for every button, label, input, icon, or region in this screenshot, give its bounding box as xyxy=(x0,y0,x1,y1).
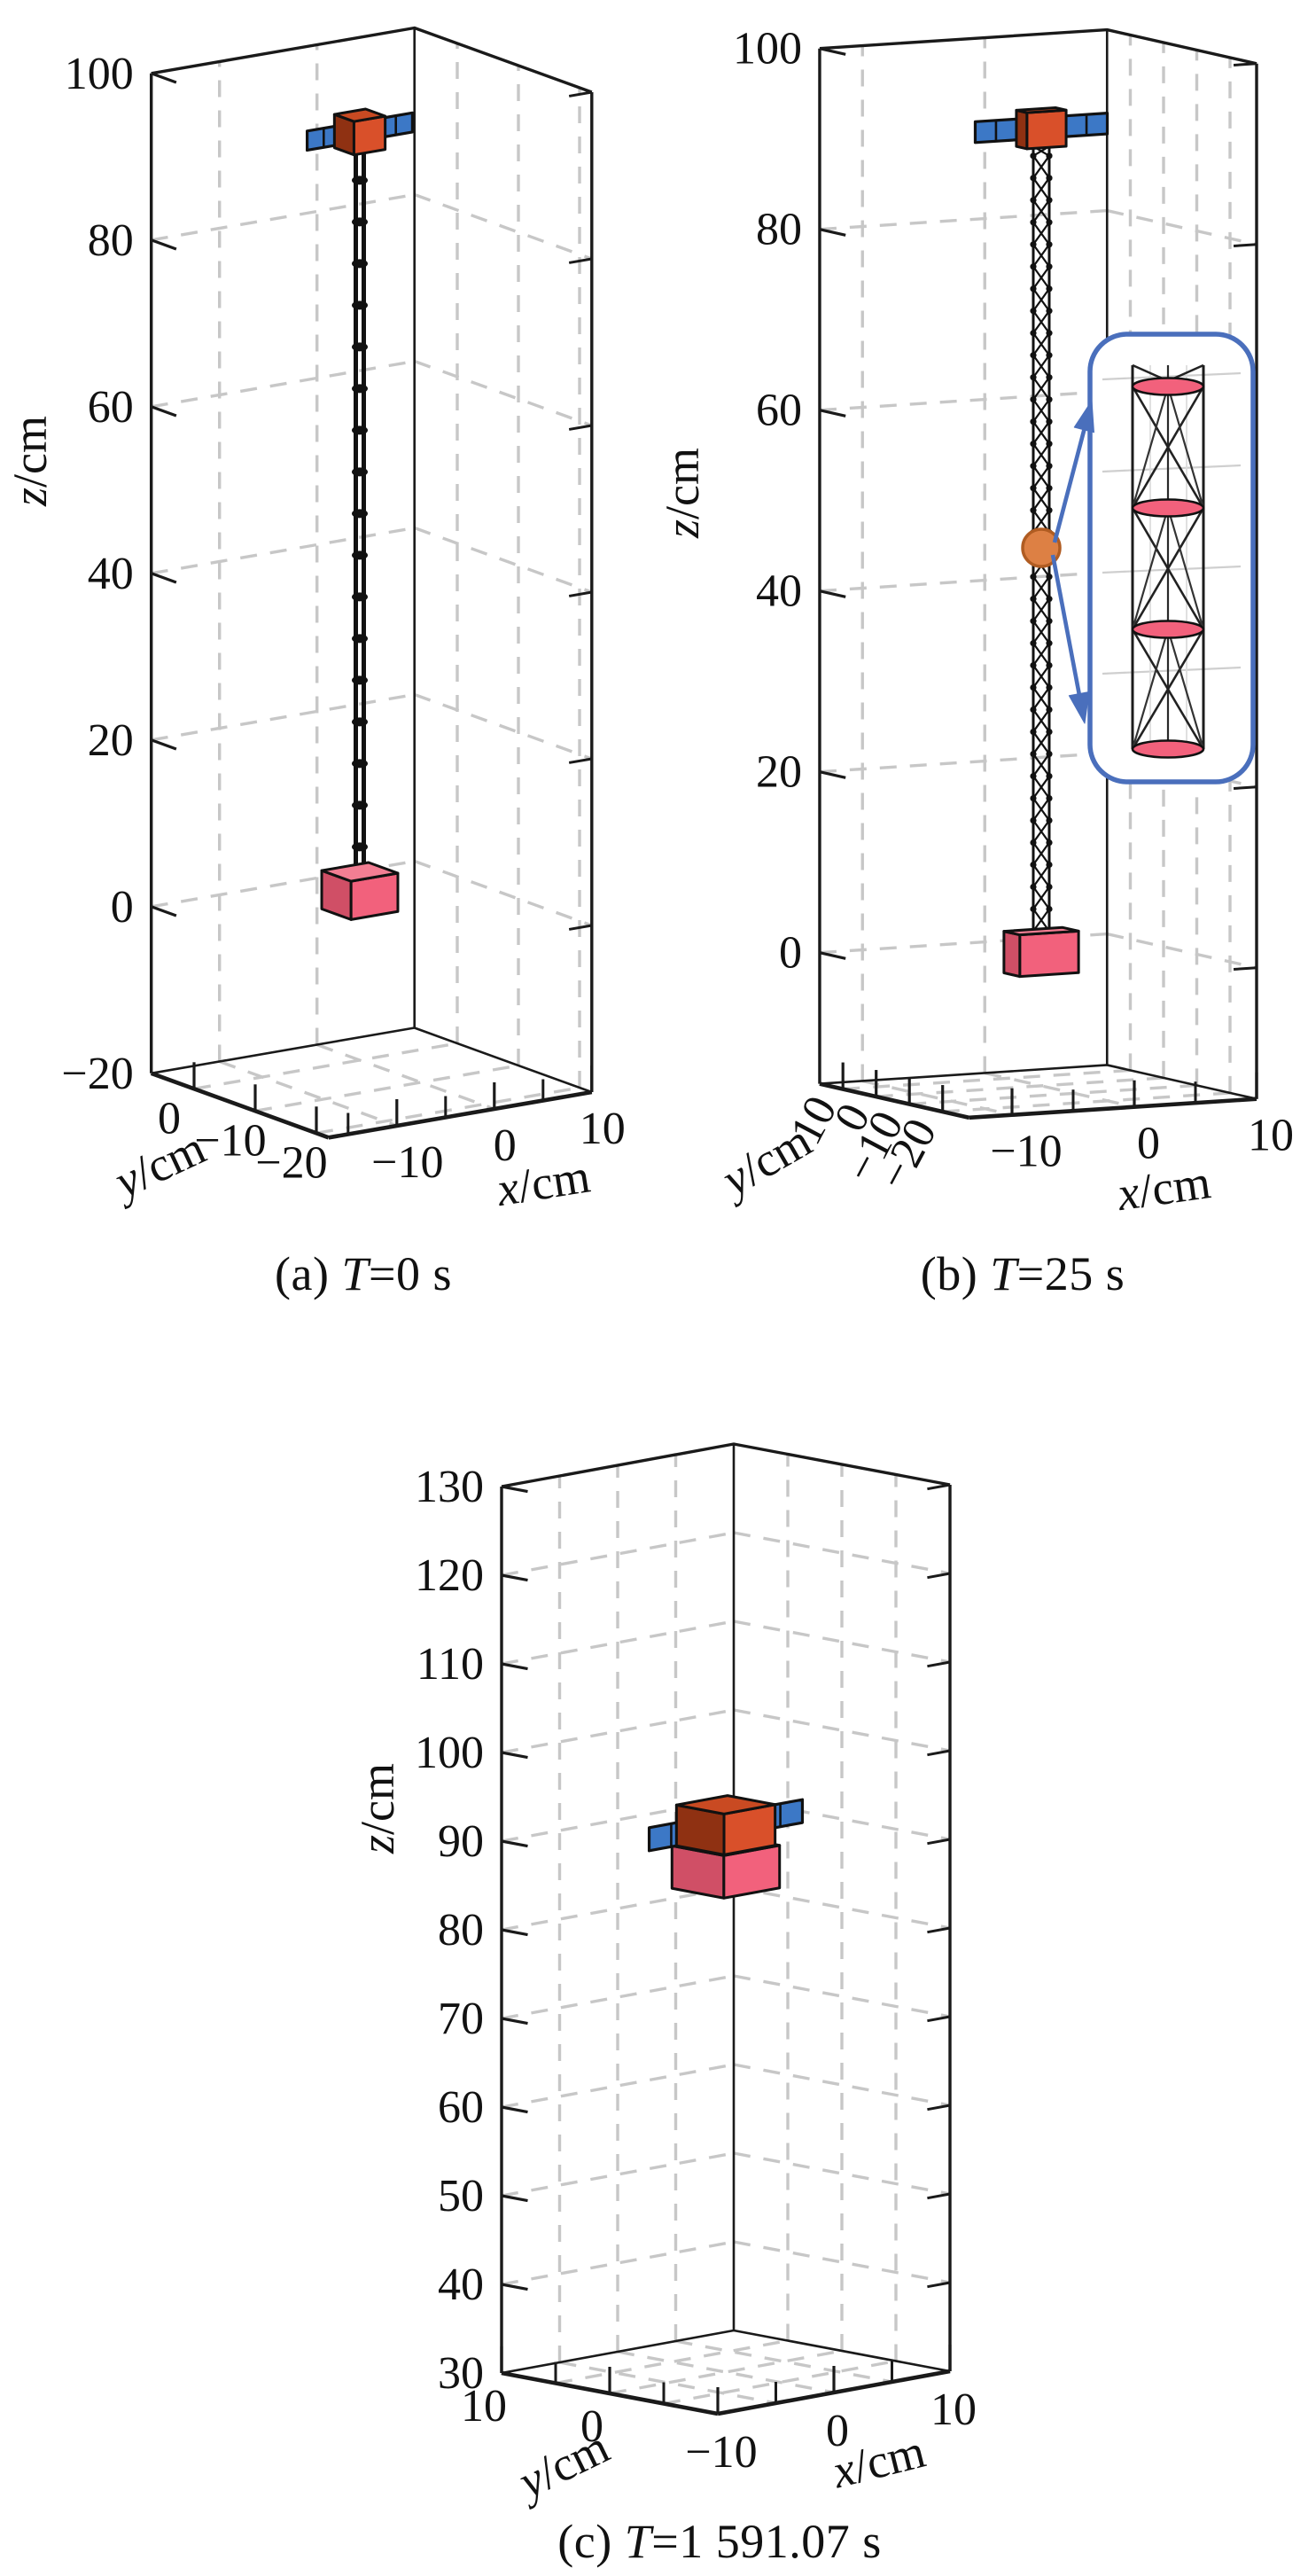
svg-text:70: 70 xyxy=(438,1994,484,2044)
svg-text:100: 100 xyxy=(415,1728,484,1778)
satellite-body xyxy=(973,106,1109,151)
caption-c-prefix: (c) xyxy=(557,2515,625,2568)
inset-frame xyxy=(1087,332,1256,785)
truss-plate xyxy=(1131,377,1205,396)
svg-text:30: 30 xyxy=(438,2348,484,2399)
svg-text:z/cm: z/cm xyxy=(656,448,709,539)
structure xyxy=(647,1794,805,1900)
svg-text:10: 10 xyxy=(580,1104,626,1154)
svg-text:40: 40 xyxy=(88,549,134,599)
caption-a-variable: T xyxy=(341,1247,370,1300)
svg-text:−10: −10 xyxy=(194,1115,266,1166)
svg-text:20: 20 xyxy=(88,715,134,766)
svg-text:−10: −10 xyxy=(371,1137,443,1188)
svg-text:0: 0 xyxy=(111,882,134,933)
svg-text:110: 110 xyxy=(417,1639,484,1690)
svg-text:130: 130 xyxy=(415,1462,484,1512)
svg-text:100: 100 xyxy=(733,24,802,74)
svg-text:−10: −10 xyxy=(685,2427,757,2478)
box-edges xyxy=(149,26,594,1140)
svg-text:−20: −20 xyxy=(255,1137,327,1188)
box-edges xyxy=(500,1442,952,2416)
svg-text:90: 90 xyxy=(438,1816,484,1867)
svg-text:x/cm: x/cm xyxy=(493,1149,594,1216)
svg-text:80: 80 xyxy=(756,205,802,255)
caption-panel-a: (a) T=0 s xyxy=(275,1246,452,1301)
svg-text:z/cm: z/cm xyxy=(351,1763,404,1854)
truss-plate xyxy=(1131,498,1205,518)
satellite-body xyxy=(647,1794,805,1856)
svg-text:100: 100 xyxy=(65,49,134,99)
grid-lines xyxy=(501,1454,951,2406)
svg-text:10: 10 xyxy=(1248,1111,1294,1161)
svg-text:−20: −20 xyxy=(61,1049,133,1099)
truss-plate xyxy=(1131,620,1205,639)
caption-b-prefix: (b) xyxy=(920,1247,991,1300)
inset-zoom-detail xyxy=(1087,332,1256,785)
svg-text:50: 50 xyxy=(438,2171,484,2221)
svg-text:z/cm: z/cm xyxy=(4,416,57,507)
svg-text:0: 0 xyxy=(1137,1119,1160,1169)
svg-text:−10: −10 xyxy=(990,1127,1062,1177)
truss-plate xyxy=(1131,739,1205,759)
svg-text:0: 0 xyxy=(779,928,802,979)
satellite-body xyxy=(306,107,414,157)
svg-text:60: 60 xyxy=(88,382,134,433)
base-cube xyxy=(1002,925,1080,979)
caption-b-rest: =25 s xyxy=(1016,1247,1125,1300)
grid-lines xyxy=(151,43,593,1135)
zoom-callout-arrows xyxy=(1050,400,1094,724)
svg-text:40: 40 xyxy=(756,566,802,617)
caption-a-prefix: (a) xyxy=(275,1247,342,1300)
svg-text:60: 60 xyxy=(756,386,802,436)
svg-text:0: 0 xyxy=(826,2406,849,2456)
svg-text:10: 10 xyxy=(930,2385,977,2435)
caption-c-rest: =1 591.07 s xyxy=(651,2515,882,2568)
structure xyxy=(973,106,1109,979)
structure xyxy=(306,107,414,921)
svg-text:0: 0 xyxy=(158,1093,181,1144)
caption-panel-c: (c) T=1 591.07 s xyxy=(557,2514,881,2569)
svg-text:40: 40 xyxy=(438,2260,484,2310)
mast-midpoint-marker xyxy=(1021,527,1062,568)
svg-text:0: 0 xyxy=(494,1120,517,1171)
svg-text:10: 10 xyxy=(461,2381,507,2432)
caption-panel-b: (b) T=25 s xyxy=(921,1246,1125,1301)
svg-text:20: 20 xyxy=(756,747,802,798)
svg-text:80: 80 xyxy=(88,215,134,266)
svg-text:60: 60 xyxy=(438,2082,484,2133)
svg-text:80: 80 xyxy=(438,1905,484,1955)
caption-c-variable: T xyxy=(624,2515,652,2568)
caption-b-variable: T xyxy=(990,1247,1017,1300)
base-cube xyxy=(320,861,400,921)
svg-text:x/cm: x/cm xyxy=(1113,1155,1213,1221)
svg-text:120: 120 xyxy=(415,1550,484,1601)
svg-text:0: 0 xyxy=(580,2401,603,2452)
caption-a-rest: =0 s xyxy=(369,1247,452,1300)
